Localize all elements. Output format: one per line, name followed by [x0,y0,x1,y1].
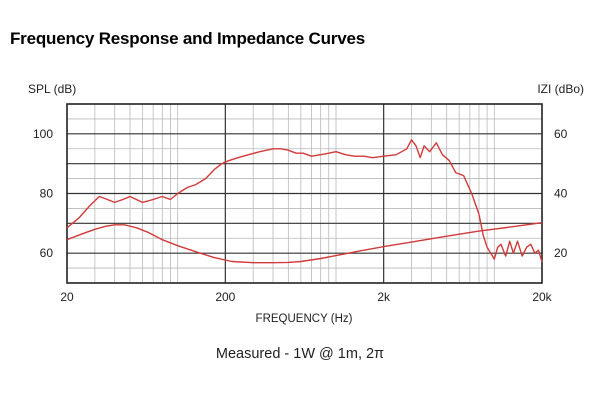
x-tick-label: 2k [377,290,391,304]
y-right-tick-label: 40 [554,187,568,201]
y-axis-left-title: SPL (dB) [28,82,76,96]
x-tick-label: 200 [215,290,235,304]
y-left-tick-label: 60 [40,246,54,260]
y-left-tick-label: 100 [33,127,53,141]
grid [66,103,543,284]
y-right-tick-label: 60 [554,127,568,141]
series-line-impedance [66,222,543,264]
x-axis-title: FREQUENCY (Hz) [256,313,353,325]
page-title: Frequency Response and Impedance Curves [10,29,365,48]
y-left-tick-label: 80 [40,187,54,201]
y-axis-right-title: IZI (dBo) [537,82,584,96]
measurement-caption: Measured - 1W @ 1m, 2π [215,346,385,362]
plot-frame [66,103,543,284]
series-line-spl [66,139,543,263]
x-tick-label: 20k [532,290,552,304]
x-tick-label: 20 [60,290,74,304]
y-right-tick-label: 20 [554,246,568,260]
tick-labels: 20 200 2k 20k 100 80 60 60 40 20 [33,127,568,304]
series [66,139,543,264]
